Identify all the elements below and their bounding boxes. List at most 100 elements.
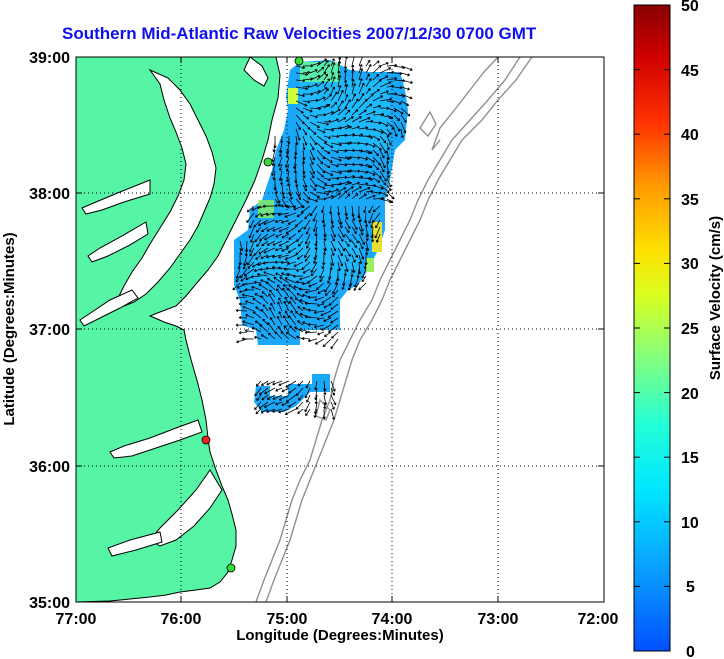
velocity-arrow	[246, 212, 255, 223]
velocity-arrow	[248, 226, 255, 239]
velocity-arrow	[310, 261, 318, 273]
velocity-arrow	[252, 311, 262, 319]
velocity-arrow	[271, 163, 276, 176]
velocity-arrow	[337, 100, 344, 109]
colorbar-tick-label: 5	[686, 579, 695, 596]
velocity-arrow	[365, 88, 371, 95]
velocity-arrow	[337, 247, 343, 257]
station-marker	[263, 157, 273, 167]
velocity-arrow	[379, 163, 385, 173]
velocity-arrow	[265, 281, 276, 291]
velocity-arrow	[301, 336, 311, 341]
velocity-arrow	[358, 226, 364, 236]
velocity-arrow	[316, 80, 325, 88]
velocity-arrow	[372, 88, 380, 95]
velocity-arrow	[330, 102, 338, 109]
x-tick-label: 75:00	[267, 611, 308, 628]
velocity-arrow	[386, 142, 390, 151]
velocity-arrow	[337, 254, 344, 267]
velocity-arrow	[379, 191, 389, 197]
velocity-arrow	[317, 289, 325, 294]
velocity-arrow	[379, 61, 389, 67]
velocity-arrow	[309, 142, 315, 151]
velocity-region-south	[254, 374, 330, 412]
velocity-arrow	[272, 394, 283, 400]
velocity-arrow	[307, 295, 318, 299]
velocity-arrow	[250, 233, 255, 243]
chart-title: Southern Mid-Atlantic Raw Velocities 200…	[62, 24, 537, 43]
velocity-arrow	[344, 219, 351, 230]
rappahannock-river	[87, 221, 149, 263]
velocity-arrow	[297, 320, 304, 326]
velocity-arrow	[281, 401, 290, 407]
colorbar-tick-label: 30	[681, 256, 699, 273]
velocity-arrow	[271, 254, 283, 259]
velocity-arrow	[253, 247, 262, 256]
velocity-arrow	[313, 408, 318, 418]
velocity-arrow	[296, 212, 304, 218]
velocity-arrow	[269, 316, 276, 326]
velocity-arrow	[344, 247, 351, 257]
velocity-arrow	[330, 387, 336, 396]
velocity-arrow	[330, 401, 335, 410]
x-tick-label: 77:00	[56, 611, 97, 628]
velocity-arrow	[297, 305, 304, 312]
velocity-arrow	[321, 296, 332, 304]
velocity-arrow	[251, 261, 262, 268]
velocity-arrow	[304, 233, 311, 245]
velocity-arrow	[372, 128, 384, 134]
velocity-arrow	[368, 212, 374, 224]
velocity-arrow	[379, 156, 386, 169]
velocity-arrow	[358, 93, 365, 102]
velocity-arrow	[276, 284, 283, 291]
velocity-arrow	[244, 329, 255, 333]
velocity-arrow	[323, 110, 334, 116]
velocity-arrow	[262, 318, 269, 326]
velocity-arrow	[372, 104, 381, 109]
velocity-arrow	[323, 156, 333, 163]
velocity-arrow	[313, 310, 325, 314]
velocity-arrow	[251, 205, 262, 211]
x-tick-label: 74:00	[372, 611, 413, 628]
velocity-arrow	[266, 408, 276, 413]
delaware-bay	[243, 57, 269, 87]
velocity-arrow	[365, 142, 376, 148]
velocity-arrow	[304, 301, 318, 305]
velocity-arrow	[365, 73, 370, 81]
velocity-arrow	[358, 240, 364, 250]
velocity-arrow	[330, 58, 335, 67]
velocity-arrow	[372, 184, 384, 190]
velocity-arrow	[253, 219, 262, 228]
velocity-arrow	[337, 106, 348, 116]
velocity-arrow	[353, 275, 360, 288]
velocity-arrow	[242, 261, 248, 270]
velocity-arrow	[258, 247, 269, 255]
velocity-arrow	[371, 233, 375, 243]
velocity-arrow	[361, 268, 367, 279]
velocity-arrow	[316, 184, 326, 190]
velocity-arrow	[313, 254, 318, 264]
velocity-arrow	[358, 193, 367, 200]
velocity-arrow	[323, 170, 334, 177]
velocity-arrow	[316, 121, 330, 126]
velocity-arrow	[323, 303, 332, 309]
velocity-arrow	[358, 247, 365, 260]
velocity-arrow	[322, 219, 326, 228]
velocity-arrow	[330, 247, 335, 256]
velocity-arrow	[277, 156, 283, 167]
velocity-arrow	[302, 268, 311, 274]
velocity-arrow	[330, 62, 336, 74]
velocity-arrow	[280, 177, 284, 186]
velocity-arrow	[343, 69, 348, 81]
velocity-arrow	[279, 276, 290, 284]
velocity-arrow	[351, 233, 359, 244]
velocity-arrow	[295, 268, 304, 272]
velocity-arrow	[245, 313, 255, 319]
velocity-arrow	[344, 233, 352, 243]
velocity-arrow	[363, 205, 367, 214]
velocity-arrow	[302, 100, 311, 104]
velocity-arrow	[393, 121, 401, 132]
velocity-arrow	[372, 177, 381, 183]
velocity-arrow	[351, 181, 360, 186]
velocity-arrow	[295, 310, 304, 319]
